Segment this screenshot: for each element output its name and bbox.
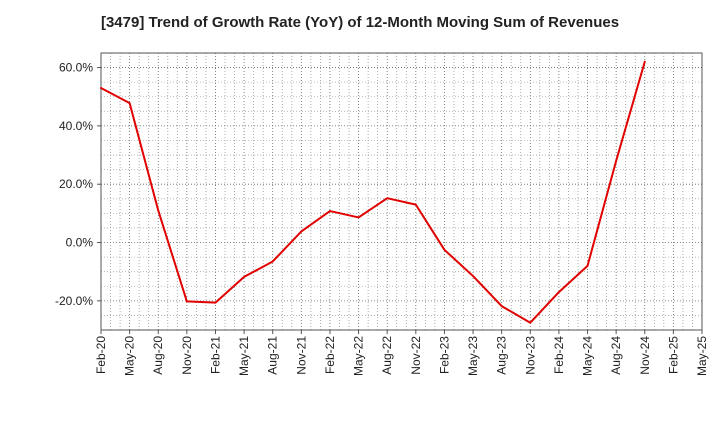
x-tick-label: May-20 [123,336,137,376]
series-line [100,60,646,324]
x-tick-label: Aug-22 [380,336,394,375]
y-tick-label: -20.0% [55,294,93,308]
x-tick-label: Feb-25 [666,336,680,374]
x-tick-label: May-24 [581,336,595,376]
x-tick-label: Nov-21 [294,336,308,375]
x-tick-label: May-21 [237,336,251,376]
x-tick-label: Feb-23 [437,336,451,374]
y-tick-label: 20.0% [59,177,93,191]
series-lines [100,60,646,324]
y-tick-label: 60.0% [59,61,93,75]
x-tick-label: Nov-20 [180,336,194,375]
x-tick-label: May-25 [695,336,709,376]
x-tick-labels: Feb-20 May-20 Aug-20 Nov-20 Feb-21 May-21 Aug-… [94,336,709,376]
chart-title: [3479] Trend of Growth Rate (YoY) of 12-… [100,14,620,31]
x-tick-label: May-22 [352,336,366,376]
y-tick-label: 40.0% [59,119,93,133]
y-tick-label: 0.0% [66,236,94,250]
x-tick-label: Feb-22 [323,336,337,374]
x-tick-label: Nov-23 [523,336,537,375]
x-tick-label: Feb-24 [552,336,566,374]
x-tick-label: Aug-20 [151,336,165,375]
x-tick-label: Aug-23 [495,336,509,375]
y-tick-labels: -20.0% 0.0% 20.0% 40.0% 60.0% [55,61,93,308]
x-tick-label: Feb-20 [94,336,108,374]
grid [100,53,703,330]
plot-frame [100,52,703,331]
x-tick-label: Aug-24 [609,336,623,375]
x-tick-label: Nov-24 [638,336,652,375]
x-tick-label: Feb-21 [208,336,222,374]
axes [97,52,703,334]
x-tick-label: Nov-22 [409,336,423,375]
x-tick-label: May-23 [466,336,480,376]
x-tick-label: Aug-21 [266,336,280,375]
